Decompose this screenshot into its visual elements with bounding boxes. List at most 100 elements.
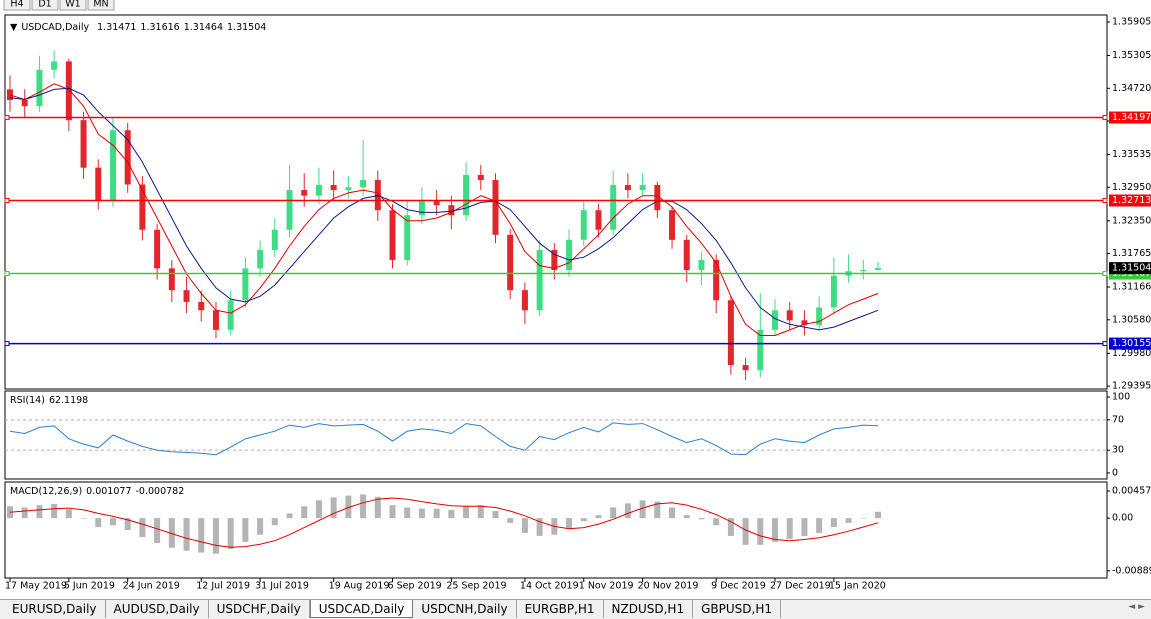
candle-body (36, 69, 43, 107)
candle-body (389, 210, 396, 260)
y-tick-label: 1.29395 (1112, 381, 1151, 392)
histogram-bar (816, 518, 823, 533)
histogram-bar (198, 518, 205, 553)
background (0, 0, 1151, 599)
level-handle (1102, 115, 1108, 121)
histogram-bar (389, 505, 396, 519)
histogram-bar (360, 494, 367, 519)
timeframe-label[interactable]: H4 (10, 0, 23, 10)
symbol-tab[interactable]: GBPUSD,H1 (693, 600, 781, 618)
symbol-tab[interactable]: NZDUSD,H1 (604, 600, 694, 618)
candle-body (566, 239, 573, 271)
candle-body (507, 234, 514, 291)
symbol-tab[interactable]: EURUSD,Daily (4, 600, 106, 618)
y-tick-label: 1.32950 (1112, 182, 1151, 193)
histogram-bar (21, 507, 28, 519)
level-handle (4, 115, 10, 121)
timeframe-button[interactable] (59, 0, 87, 11)
y-tick-label: 1.35305 (1112, 50, 1151, 61)
x-tick-label: 9 Dec 2019 (711, 581, 766, 592)
histogram-bar (566, 518, 573, 529)
histogram-bar (242, 518, 249, 542)
last-price-label: 1.31504 (1112, 263, 1151, 274)
candle-body (610, 185, 617, 230)
candle-body (595, 210, 602, 230)
signal-line (9, 497, 879, 548)
y-tick-label: 0.004572 (1112, 486, 1151, 497)
candle-body (860, 269, 867, 272)
y-tick-label: 0.00 (1112, 513, 1133, 524)
candle-body (360, 179, 367, 188)
symbol-tab[interactable]: AUDUSD,Daily (106, 600, 209, 618)
candle-body (492, 179, 499, 235)
histogram-bar (713, 518, 720, 526)
histogram-bar (624, 503, 631, 519)
chart-header: ▼ USDCAD,Daily 1.31471 1.31616 1.31464 1.3150… (10, 22, 266, 33)
candle-body (109, 130, 116, 201)
candle-body (242, 268, 249, 301)
y-tick-label: 1.32350 (1112, 215, 1151, 226)
candle-body (742, 365, 749, 371)
candle-body (639, 185, 646, 191)
indicator-title: MACD(12,26,9) (10, 486, 82, 497)
x-tick-label: 19 Aug 2019 (329, 581, 390, 592)
histogram-bar (639, 500, 646, 519)
x-tick-label: 5 Jun 2019 (64, 581, 115, 592)
histogram-bar (492, 511, 499, 519)
ohlc-value: 1.31504 (227, 22, 266, 33)
candle-body (95, 167, 102, 201)
symbol-tab[interactable]: USDCAD,Daily (309, 600, 414, 618)
level-price-box (1109, 194, 1151, 207)
candle-body (727, 300, 734, 366)
histogram-bar (65, 509, 72, 519)
symbol-tab[interactable]: USDCHF,Daily (209, 600, 310, 618)
candle-body (286, 190, 293, 230)
level-handle (4, 271, 10, 277)
histogram-bar (95, 518, 102, 528)
timeframe-button[interactable] (87, 0, 115, 11)
timeframe-label[interactable]: W1 (65, 0, 80, 10)
histogram-bar (683, 515, 690, 519)
y-tick-label: 1.30580 (1112, 314, 1151, 325)
symbol-title: USDCAD,Daily (21, 22, 89, 33)
ohlc-value: 1.31616 (140, 22, 179, 33)
candle-body (683, 239, 690, 271)
symbol-tab[interactable]: USDCNH,Daily (413, 600, 517, 618)
timeframe-button[interactable] (3, 0, 31, 11)
histogram-bar (330, 497, 337, 519)
histogram-bar (521, 518, 528, 533)
candle-body (139, 184, 146, 230)
histogram-bar (742, 518, 749, 545)
timeframe-button[interactable] (31, 0, 59, 11)
histogram-bar (154, 518, 161, 544)
timeframe-label[interactable]: D1 (38, 0, 51, 10)
histogram-bar (51, 503, 58, 519)
candle-body (345, 187, 352, 191)
candle-body (477, 174, 484, 180)
symbol-tab[interactable]: EURGBP,H1 (517, 600, 604, 618)
candle-body (757, 329, 764, 371)
y-tick-label: 1.35905 (1112, 16, 1151, 27)
histogram-bar (786, 518, 793, 539)
candle-body (65, 61, 72, 121)
tab-bar: EURUSD,Daily AUDUSD,Daily USDCHF,Daily USDC… (0, 599, 1151, 619)
indicator-value: 62.1198 (49, 395, 88, 406)
histogram-bar (227, 518, 234, 549)
indicator-header: RSI(14) 62.1198 (10, 395, 88, 406)
x-tick-label: 27 Dec 2019 (770, 581, 831, 592)
indicator-line (9, 422, 879, 456)
timeframe-label[interactable]: MN (93, 0, 108, 10)
candle-body (698, 259, 705, 271)
histogram-bar (669, 507, 676, 519)
histogram-bar (875, 511, 881, 519)
indicator-value: -0.000782 (136, 486, 185, 497)
indicator-title: RSI(14) (10, 395, 45, 406)
scroll-arrows[interactable]: ◄ ► (1128, 602, 1145, 612)
histogram-bar (212, 518, 219, 554)
x-tick-label: 14 Oct 2019 (520, 581, 579, 592)
y-tick-label: 1.33535 (1112, 149, 1151, 160)
moving-average (9, 87, 879, 331)
level-price-label: 1.34197 (1112, 112, 1151, 123)
histogram-bar (610, 507, 617, 519)
histogram-bar (727, 518, 734, 536)
